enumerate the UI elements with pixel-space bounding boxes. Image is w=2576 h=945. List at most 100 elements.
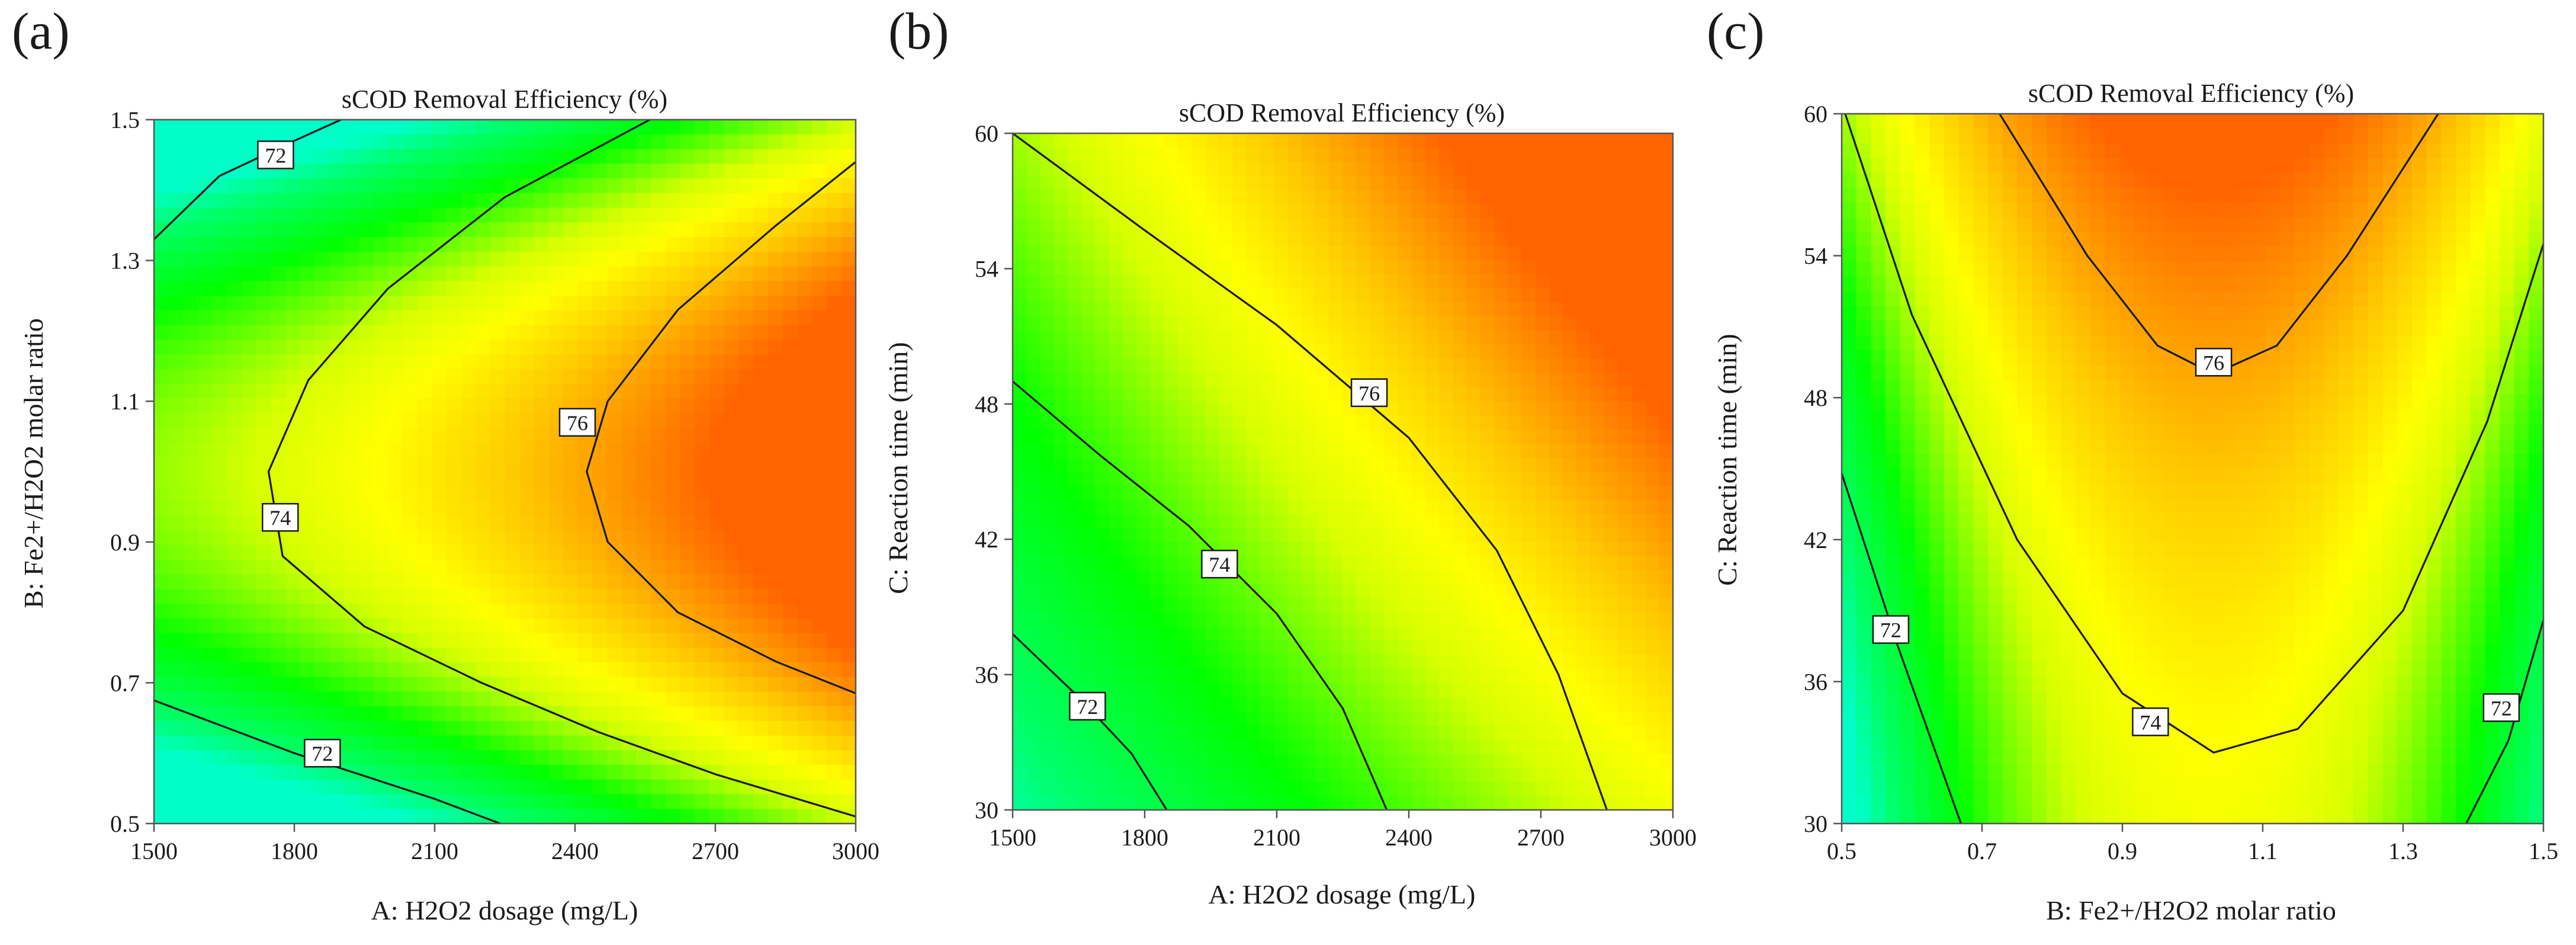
heatmap-cell xyxy=(783,706,798,722)
heatmap-cell xyxy=(1329,627,1343,642)
heatmap-cell xyxy=(285,325,300,341)
heatmap-cell xyxy=(1563,204,1577,219)
heatmap-cell xyxy=(344,428,359,443)
heatmap-cell xyxy=(622,633,637,648)
heatmap-cell xyxy=(1026,246,1040,261)
heatmap-cell xyxy=(1370,613,1385,627)
heatmap-cell xyxy=(1604,641,1618,656)
heatmap-cell xyxy=(1205,796,1219,811)
heatmap-cell xyxy=(1856,587,1871,603)
heatmap-cell xyxy=(227,662,242,678)
heatmap-cell xyxy=(242,633,256,648)
heatmap-cell xyxy=(1631,669,1646,684)
heatmap-cell xyxy=(519,164,534,179)
heatmap-cell xyxy=(1219,373,1233,387)
heatmap-cell xyxy=(695,457,709,472)
heatmap-cell xyxy=(768,413,783,428)
heatmap-cell xyxy=(1274,683,1288,698)
heatmap-cell xyxy=(709,296,724,311)
heatmap-cell xyxy=(1329,542,1343,557)
heatmap-cell xyxy=(1604,598,1618,613)
heatmap-cell xyxy=(1659,260,1674,275)
heatmap-cell xyxy=(709,574,724,590)
heatmap-cell xyxy=(578,560,593,575)
heatmap-cell xyxy=(1081,303,1096,318)
heatmap-cell xyxy=(315,530,330,546)
heatmap-cell xyxy=(622,677,637,693)
heatmap-cell xyxy=(1233,528,1247,543)
heatmap-cell xyxy=(1425,711,1440,726)
heatmap-cell xyxy=(1646,486,1660,501)
heatmap-cell xyxy=(403,325,417,341)
heatmap-cell xyxy=(1026,768,1040,783)
heatmap-cell xyxy=(154,560,169,575)
heatmap-cell xyxy=(607,721,622,736)
heatmap-cell xyxy=(753,310,768,326)
heatmap-cell xyxy=(1563,725,1577,740)
heatmap-cell xyxy=(213,296,227,311)
heatmap-cell xyxy=(1871,749,1886,765)
heatmap-cell xyxy=(666,530,680,546)
heatmap-cell xyxy=(1631,683,1646,698)
heatmap-cell xyxy=(1191,162,1206,177)
heatmap-cell xyxy=(1856,232,1871,248)
heatmap-cell xyxy=(1412,655,1426,669)
heatmap-cell xyxy=(1370,683,1385,698)
heatmap-cell xyxy=(1646,415,1660,430)
heatmap-cell xyxy=(1109,289,1123,303)
heatmap-cell xyxy=(1604,359,1618,374)
heatmap-cell xyxy=(1549,472,1563,486)
heatmap-cell xyxy=(724,619,739,634)
heatmap-cell xyxy=(812,149,827,165)
heatmap-cell xyxy=(797,589,812,604)
heatmap-cell xyxy=(1233,162,1247,177)
heatmap-cell xyxy=(300,633,315,648)
heatmap-cell xyxy=(812,222,827,238)
heatmap-cell xyxy=(198,149,213,165)
heatmap-cell xyxy=(373,706,388,722)
heatmap-cell xyxy=(1150,303,1164,318)
panel-c-title: sCOD Removal Efficiency (%) xyxy=(2028,79,2354,108)
heatmap-cell xyxy=(812,648,827,663)
heatmap-cell xyxy=(1604,190,1618,204)
heatmap-cell xyxy=(1521,711,1536,726)
heatmap-cell xyxy=(1398,274,1412,289)
heatmap-cell xyxy=(1191,796,1206,811)
heatmap-cell xyxy=(724,472,739,487)
heatmap-cell xyxy=(154,208,169,223)
heatmap-cell xyxy=(1013,655,1027,669)
heatmap-cell xyxy=(1068,598,1082,613)
heatmap-cell xyxy=(403,310,417,326)
heatmap-cell xyxy=(549,736,564,751)
heatmap-cell xyxy=(183,149,198,165)
heatmap-cell xyxy=(1329,528,1343,543)
heatmap-cell xyxy=(1260,457,1274,472)
heatmap-cell xyxy=(812,457,827,472)
heatmap-cell xyxy=(1871,350,1886,366)
heatmap-cell xyxy=(1136,725,1151,740)
heatmap-cell xyxy=(1563,796,1577,811)
heatmap-cell xyxy=(1219,528,1233,543)
heatmap-cell xyxy=(1329,655,1343,669)
heatmap-cell xyxy=(154,750,169,765)
heatmap-cell xyxy=(549,486,564,502)
heatmap-cell xyxy=(344,795,359,810)
heatmap-cell xyxy=(242,267,256,282)
heatmap-cell xyxy=(1357,232,1371,247)
heatmap-cell xyxy=(1900,528,1915,543)
heatmap-cell xyxy=(1508,218,1522,233)
heatmap-cell xyxy=(285,178,300,194)
heatmap-cell xyxy=(534,120,549,135)
heatmap-cell xyxy=(183,369,198,385)
heatmap-cell xyxy=(1302,387,1316,402)
heatmap-cell xyxy=(432,164,447,179)
heatmap-cell xyxy=(1549,246,1563,261)
heatmap-cell xyxy=(1412,457,1426,472)
heatmap-cell xyxy=(812,325,827,341)
heatmap-cell xyxy=(1900,335,1915,351)
heatmap-cell xyxy=(1191,711,1206,726)
heatmap-cell xyxy=(797,296,812,311)
x-tick-label: 2100 xyxy=(411,838,458,864)
heatmap-cell xyxy=(256,765,271,780)
heatmap-cell xyxy=(797,413,812,428)
